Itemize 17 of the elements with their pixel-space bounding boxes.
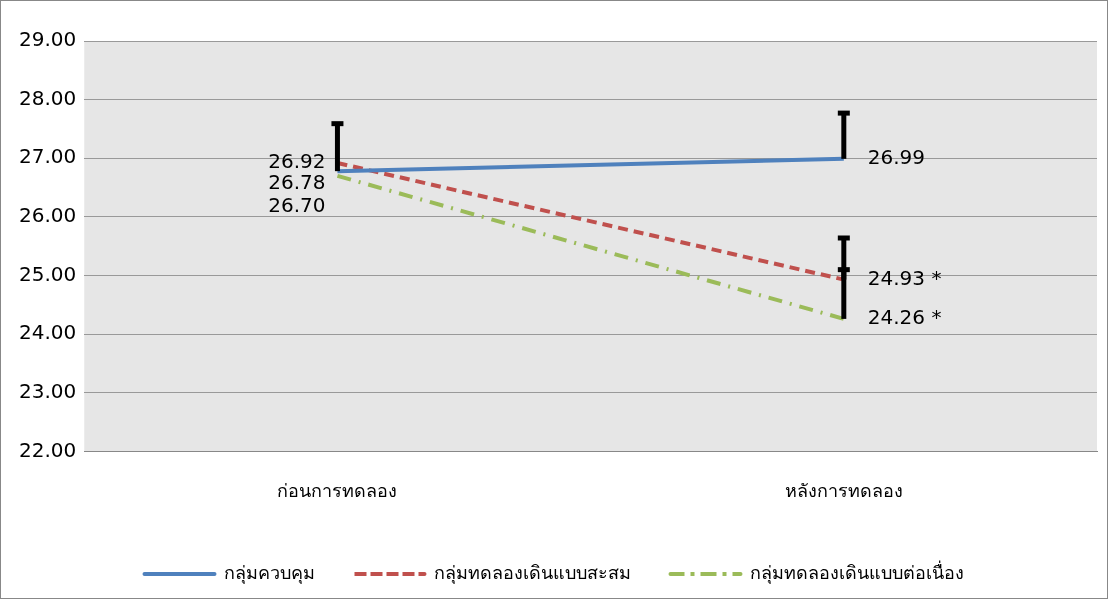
data-label: 26.70 [268, 193, 326, 218]
y-tick-label: 24.00 [18, 320, 77, 345]
data-label: 24.26 * [867, 305, 942, 330]
legend-label: กลุ่มทดลองเดินแบบสะสม [433, 561, 631, 584]
y-tick-label: 27.00 [18, 144, 77, 169]
legend-label: กลุ่มทดลองเดินแบบต่อเนื่อง [749, 559, 964, 584]
y-tick-label: 25.00 [18, 261, 77, 286]
data-label: 24.93 * [867, 265, 942, 290]
y-tick-label: 23.00 [18, 378, 77, 403]
legend-label: กลุ่มควบคุม [223, 561, 315, 584]
y-tick-label: 28.00 [18, 85, 77, 110]
x-tick-label: ก่อนการทดลอง [277, 479, 398, 501]
y-tick-label: 26.00 [18, 203, 77, 228]
y-tick-label: 29.00 [18, 27, 77, 52]
data-label: 26.99 [867, 145, 926, 170]
y-tick-label: 22.00 [18, 437, 77, 462]
x-tick-label: หลังการทดลอง [784, 479, 903, 501]
